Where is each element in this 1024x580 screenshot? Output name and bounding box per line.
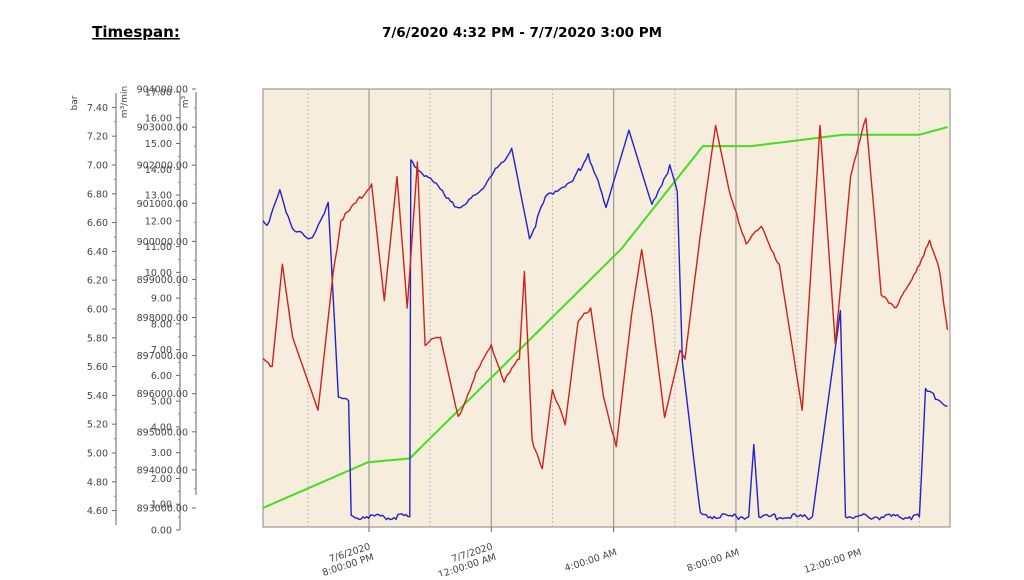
pressure-series-line: [262, 117, 949, 470]
volume-tick-label: 900000.00: [137, 237, 188, 248]
flow-tick-label: 17.00: [145, 88, 172, 99]
volume-tick-label: 904000.00: [137, 85, 188, 96]
pressure-tick-label: 6.20: [87, 276, 108, 287]
volume-tick-label: 901000.00: [137, 199, 188, 210]
pressure-unit-label: bar: [70, 95, 80, 110]
pressure-tick-label: 5.00: [87, 449, 108, 460]
flow-tick-label: 13.00: [145, 191, 172, 202]
pressure-tick-label: 4.60: [87, 506, 108, 517]
flow-tick-label: 11.00: [145, 242, 172, 253]
flow-series-line: [262, 129, 948, 521]
timespan-value: 7/6/2020 4:32 PM - 7/7/2020 3:00 PM: [382, 25, 662, 41]
volume-unit-label: m³: [181, 95, 191, 108]
volume-axis: 904000.00 903000.00 902000.00 901000.00 9000…: [137, 85, 197, 514]
volume-tick-label: 897000.00: [137, 351, 188, 362]
pressure-tick-label: 5.20: [87, 420, 108, 431]
flow-tick-label: 9.00: [151, 294, 172, 305]
volume-tick-label: 894000.00: [137, 465, 188, 476]
flow-tick-label: 6.00: [151, 371, 172, 382]
pressure-tick-label: 4.80: [87, 477, 108, 488]
volume-tick-label: 895000.00: [137, 427, 188, 438]
flow-tick-label: 8.00: [151, 319, 172, 330]
flow-tick-label: 2.00: [151, 474, 172, 485]
flow-tick-label: 5.00: [151, 397, 172, 408]
pressure-tick-label: 5.40: [87, 391, 108, 402]
plot-frame: [262, 88, 951, 528]
volume-tick-label: 896000.00: [137, 389, 188, 400]
pressure-axis: 7.40 7.20 7.00 6.80 6.60 6.40 6.20 6.00 5.80 5.60…: [70, 93, 117, 525]
pressure-tick-label: 6.40: [87, 247, 108, 258]
pressure-tick-label: 6.60: [87, 218, 108, 229]
flow-tick-label: 4.00: [151, 422, 172, 433]
pressure-tick-label: 7.20: [87, 132, 108, 143]
flow-tick-label: 0.00: [151, 526, 172, 537]
plot-area: [262, 88, 951, 528]
pressure-tick-label: 6.00: [87, 305, 108, 316]
flow-tick-label: 14.00: [145, 165, 172, 176]
volume-tick-label: 899000.00: [137, 275, 188, 286]
flow-tick-label: 12.00: [145, 216, 172, 227]
flow-tick-label: 15.00: [145, 139, 172, 150]
flow-tick-label: 10.00: [145, 268, 172, 279]
flow-tick-label: 16.00: [145, 113, 172, 124]
flow-tick-label: 1.00: [151, 500, 172, 511]
flow-axis: 17.00 16.00 15.00 14.00 13.00 12.00 11.00 10.00…: [120, 86, 181, 537]
plot-background: [263, 89, 950, 527]
volume-tick-label: 903000.00: [137, 123, 188, 134]
timespan-label: Timespan:: [92, 23, 180, 41]
pressure-tick-label: 7.00: [87, 161, 108, 172]
pressure-tick-label: 5.80: [87, 333, 108, 344]
pressure-tick-label: 7.40: [87, 103, 108, 114]
volume-tick-label: 898000.00: [137, 313, 188, 324]
volume-tick-label: 893000.00: [137, 503, 188, 514]
volume-tick-label: 902000.00: [137, 161, 188, 172]
flow-unit-label: m³/min: [120, 86, 130, 118]
flow-tick-label: 3.00: [151, 448, 172, 459]
pressure-tick-label: 6.80: [87, 189, 108, 200]
pressure-tick-label: 5.60: [87, 362, 108, 373]
flow-tick-label: 7.00: [151, 345, 172, 356]
volume-series-line: [262, 126, 948, 509]
